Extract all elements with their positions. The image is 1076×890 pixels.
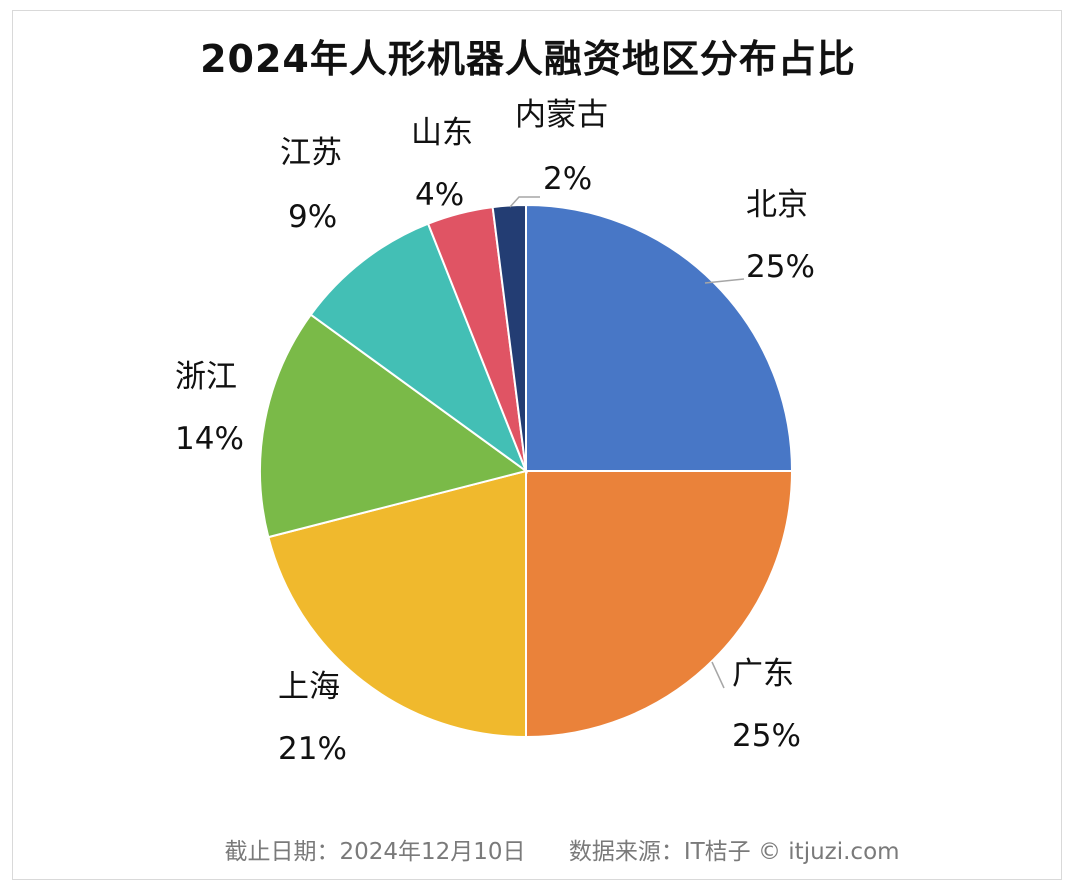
slice-percent-label: 21% [278, 731, 347, 767]
slice-percent-label: 25% [746, 249, 815, 285]
chart-title: 2024年人形机器人融资地区分布占比 [200, 37, 856, 81]
slice-name-label: 北京 [746, 187, 808, 223]
slice-percent-label: 25% [732, 718, 801, 754]
pie-slice-1 [525, 470, 794, 739]
slice-percent-label: 2% [543, 161, 593, 197]
pie-slice-3 [259, 313, 529, 539]
slice-name-label: 江苏 [280, 135, 342, 171]
footer-source: 数据来源：IT桔子 © itjuzi.com [568, 839, 900, 865]
footer-date: 截止日期：2024年12月10日 [224, 839, 526, 865]
pie-slice-6 [491, 203, 527, 472]
slice-percent-label: 9% [288, 199, 338, 235]
pie-slice-4 [309, 222, 529, 474]
slice-percent-label: 14% [175, 421, 244, 457]
leader-line-1 [711, 661, 725, 689]
slice-name-label: 广东 [732, 656, 794, 692]
leader-line-6 [509, 196, 540, 208]
leader-line-0 [704, 278, 745, 284]
slice-name-label: 上海 [278, 669, 340, 705]
slice-percent-label: 4% [415, 177, 465, 213]
slice-name-label: 内蒙古 [515, 97, 608, 133]
pie-slice-2 [267, 469, 527, 739]
pie-slice-0 [525, 203, 794, 472]
chart-footer: 截止日期：2024年12月10日 数据来源：IT桔子 © itjuzi.com [0, 832, 1076, 866]
slice-name-label: 浙江 [175, 359, 237, 395]
slice-name-label: 山东 [411, 115, 473, 151]
